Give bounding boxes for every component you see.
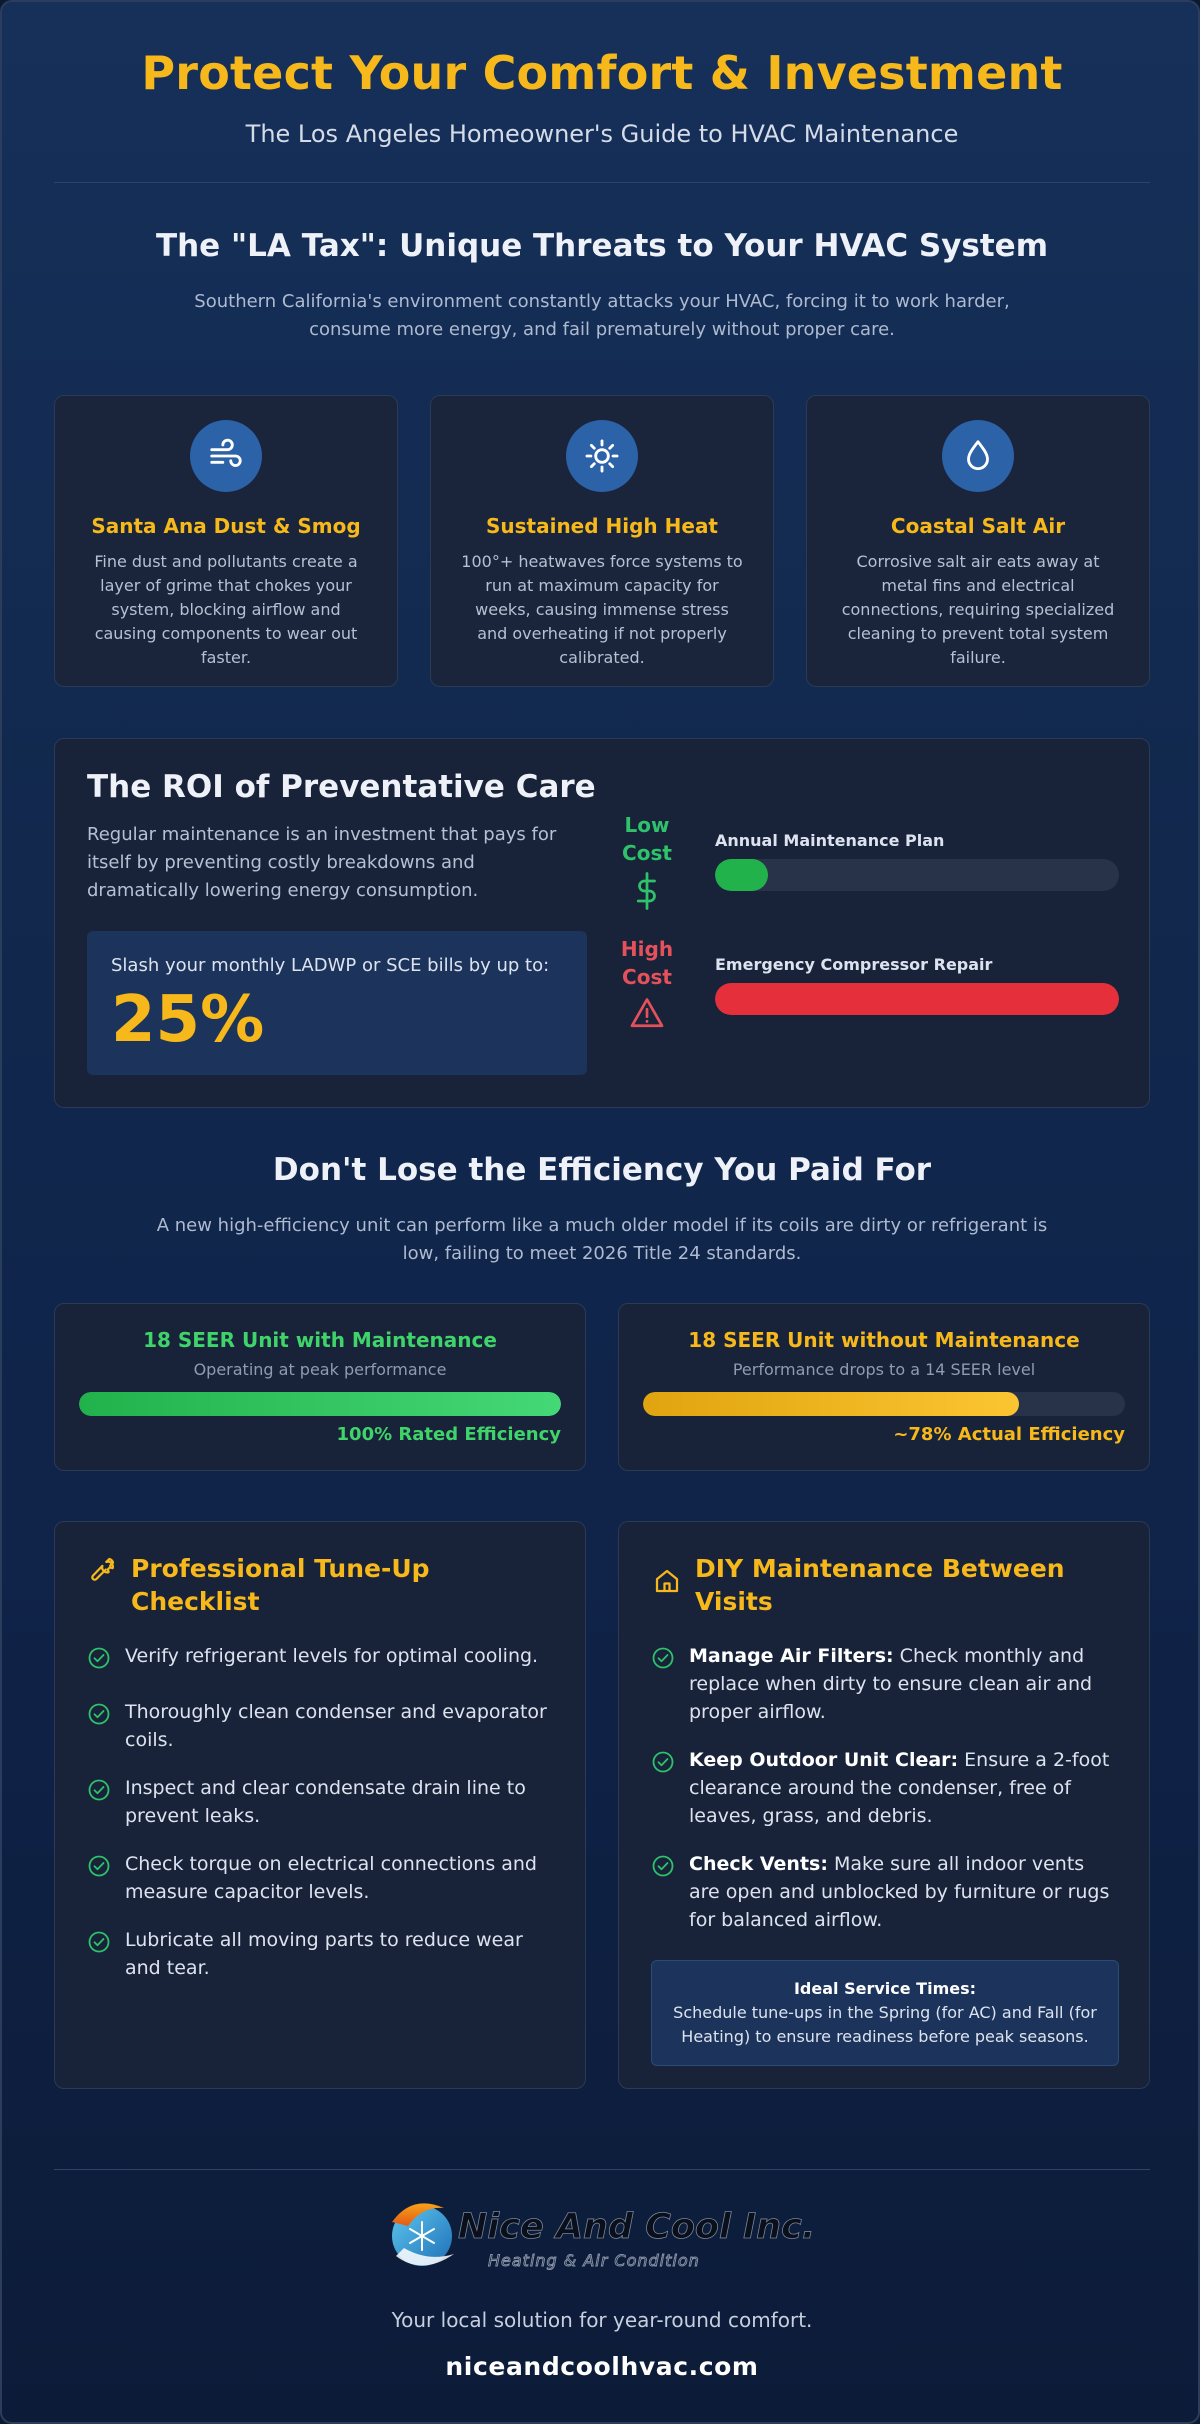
pro-checklist-card: Professional Tune-Up Checklist Verify re… bbox=[54, 1521, 586, 2089]
diy-title: DIY Maintenance Between Visits bbox=[695, 1554, 1065, 1616]
efficiency-card-title: 18 SEER Unit with Maintenance bbox=[143, 1328, 497, 1352]
logo-subtitle: Heating & Air Condition bbox=[488, 2251, 700, 2270]
savings-label: Slash your monthly LADWP or SCE bills by… bbox=[111, 955, 550, 976]
check-icon bbox=[651, 1646, 675, 1726]
threat-card-text: Fine dust and pollutants create a layer … bbox=[94, 552, 358, 667]
checklist-item: Thoroughly clean condenser and evaporato… bbox=[87, 1698, 555, 1754]
check-icon bbox=[651, 1750, 675, 1830]
checklist-item-text: Lubricate all moving parts to reduce wea… bbox=[125, 1929, 523, 1979]
service-times-title: Ideal Service Times: bbox=[793, 1979, 977, 1998]
efficiency-card-subtitle: Operating at peak performance bbox=[193, 1360, 447, 1379]
diy-item-label: Manage Air Filters: bbox=[689, 1645, 894, 1667]
savings-value: 25% bbox=[111, 983, 265, 1057]
check-icon bbox=[87, 1702, 111, 1754]
threat-card-text: Corrosive salt air eats away at metal fi… bbox=[841, 552, 1115, 667]
diy-item-label: Check Vents: bbox=[689, 1853, 828, 1875]
threat-card-dust: Santa Ana Dust & Smog Fine dust and poll… bbox=[54, 395, 398, 687]
divider bbox=[54, 2169, 1150, 2170]
high-cost-label: High Cost bbox=[620, 937, 674, 989]
roi-title: The ROI of Preventative Care bbox=[87, 769, 596, 805]
efficiency-card-with: 18 SEER Unit with Maintenance Operating … bbox=[54, 1303, 586, 1471]
diy-item-text: Check monthly and replace when dirty to … bbox=[689, 1645, 1093, 1723]
diy-item-label: Keep Outdoor Unit Clear: bbox=[689, 1749, 959, 1771]
checklist-item-text: Verify refrigerant levels for optimal co… bbox=[125, 1645, 539, 1667]
wrench-icon bbox=[91, 1557, 115, 1581]
bar-fill-maintenance bbox=[715, 859, 768, 891]
threats-title: The "LA Tax": Unique Threats to Your HVA… bbox=[155, 228, 1049, 264]
efficiency-card-title: 18 SEER Unit without Maintenance bbox=[688, 1328, 1080, 1352]
page-title: Protect Your Comfort & Investment bbox=[141, 46, 1063, 100]
diy-list: Manage Air Filters: Check monthly and re… bbox=[651, 1642, 1119, 1934]
roi-description: Regular maintenance is an investment tha… bbox=[87, 824, 557, 901]
wind-icon bbox=[190, 420, 262, 492]
threat-card-salt: Coastal Salt Air Corrosive salt air eats… bbox=[806, 395, 1150, 687]
low-cost-indicator: Low Cost bbox=[615, 811, 679, 911]
checklist-item: Lubricate all moving parts to reduce wea… bbox=[87, 1926, 555, 1982]
efficiency-title: Don't Lose the Efficiency You Paid For bbox=[272, 1152, 932, 1188]
threat-card-title: Sustained High Heat bbox=[485, 514, 718, 538]
pro-checklist: Verify refrigerant levels for optimal co… bbox=[87, 1642, 555, 1982]
footer: Nice And Cool Inc. Heating & Air Conditi… bbox=[54, 2192, 1150, 2381]
diy-card: DIY Maintenance Between Visits Manage Ai… bbox=[618, 1521, 1150, 2089]
company-logo: Nice And Cool Inc. Heating & Air Conditi… bbox=[392, 2203, 816, 2270]
bar-label-maintenance: Annual Maintenance Plan bbox=[715, 831, 945, 850]
divider bbox=[54, 182, 1150, 183]
efficiency-description: A new high-efficiency unit can perform l… bbox=[156, 1215, 1048, 1264]
bar-fill-repair bbox=[715, 983, 1119, 1015]
bar-track-repair bbox=[715, 983, 1119, 1015]
checklist-item-text: Check torque on electrical connections a… bbox=[125, 1853, 537, 1903]
threat-cards: Santa Ana Dust & Smog Fine dust and poll… bbox=[54, 395, 1150, 687]
efficiency-track bbox=[79, 1392, 561, 1416]
checklist-item-text: Thoroughly clean condenser and evaporato… bbox=[125, 1701, 547, 1751]
threat-card-text: 100°+ heatwaves force systems to run at … bbox=[461, 552, 743, 667]
efficiency-track bbox=[643, 1392, 1125, 1416]
home-icon bbox=[655, 1569, 679, 1593]
pro-checklist-title: Professional Tune-Up Checklist bbox=[131, 1554, 430, 1616]
efficiency-fill bbox=[643, 1392, 1019, 1416]
droplet-icon bbox=[942, 420, 1014, 492]
service-times-box: Ideal Service Times: Schedule tune-ups i… bbox=[651, 1960, 1119, 2066]
efficiency-card-without: 18 SEER Unit without Maintenance Perform… bbox=[618, 1303, 1150, 1471]
header: Protect Your Comfort & Investment The Lo… bbox=[54, 46, 1150, 148]
roi-card: The ROI of Preventative Care Regular mai… bbox=[54, 738, 1150, 1108]
check-icon bbox=[87, 1930, 111, 1982]
low-cost-label: Low Cost bbox=[622, 813, 672, 865]
dollar-icon bbox=[636, 872, 656, 910]
service-times-text: Schedule tune-ups in the Spring (for AC)… bbox=[673, 2003, 1097, 2046]
diy-item-text: Make sure all indoor vents are open and … bbox=[689, 1853, 1110, 1931]
threat-card-title: Coastal Salt Air bbox=[890, 514, 1066, 538]
threat-card-title: Santa Ana Dust & Smog bbox=[91, 514, 361, 538]
checklist-item: Verify refrigerant levels for optimal co… bbox=[87, 1642, 555, 1678]
diy-item: Check Vents: Make sure all indoor vents … bbox=[651, 1850, 1119, 1934]
check-icon bbox=[87, 1854, 111, 1906]
warning-icon bbox=[630, 998, 664, 1028]
diy-item: Manage Air Filters: Check monthly and re… bbox=[651, 1642, 1119, 1726]
diy-item-text: Ensure a 2-foot clearance around the con… bbox=[689, 1749, 1110, 1827]
diy-item: Keep Outdoor Unit Clear: Ensure a 2-foot… bbox=[651, 1746, 1119, 1830]
bar-track-maintenance bbox=[715, 859, 1119, 891]
savings-stat: Slash your monthly LADWP or SCE bills by… bbox=[87, 931, 587, 1075]
efficiency-fill bbox=[79, 1392, 561, 1416]
checklist-item: Inspect and clear condensate drain line … bbox=[87, 1774, 555, 1830]
check-icon bbox=[651, 1854, 675, 1934]
efficiency-result: 100% Rated Efficiency bbox=[336, 1424, 561, 1445]
page-subtitle: The Los Angeles Homeowner's Guide to HVA… bbox=[245, 120, 959, 148]
tagline: Your local solution for year-round comfo… bbox=[391, 2308, 813, 2332]
bar-label-repair: Emergency Compressor Repair bbox=[715, 955, 993, 974]
website-link[interactable]: niceandcoolhvac.com bbox=[445, 2352, 759, 2381]
logo-name: Nice And Cool Inc. bbox=[458, 2207, 815, 2247]
sun-icon bbox=[566, 420, 638, 492]
efficiency-section: Don't Lose the Efficiency You Paid For A… bbox=[54, 1152, 1150, 1268]
checklist-item: Check torque on electrical connections a… bbox=[87, 1850, 555, 1906]
threats-description: Southern California's environment consta… bbox=[194, 291, 1010, 340]
check-icon bbox=[87, 1646, 111, 1678]
check-icon bbox=[87, 1778, 111, 1830]
checklist-item-text: Inspect and clear condensate drain line … bbox=[125, 1777, 526, 1827]
efficiency-result: ~78% Actual Efficiency bbox=[893, 1424, 1125, 1445]
efficiency-card-subtitle: Performance drops to a 14 SEER level bbox=[732, 1360, 1036, 1379]
threats-section: The "LA Tax": Unique Threats to Your HVA… bbox=[54, 228, 1150, 344]
threat-card-heat: Sustained High Heat 100°+ heatwaves forc… bbox=[430, 395, 774, 687]
high-cost-indicator: High Cost bbox=[615, 935, 679, 1031]
